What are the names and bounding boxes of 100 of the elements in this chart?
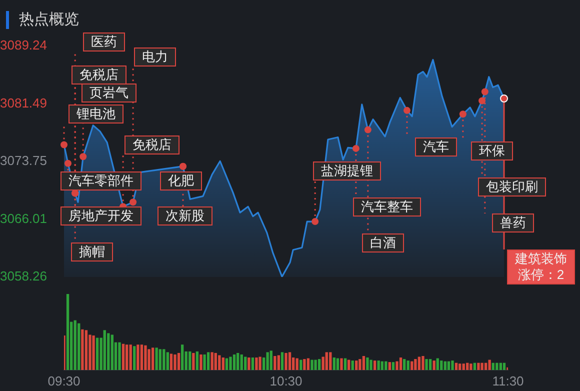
annotation: 医药 bbox=[91, 34, 117, 50]
bar bbox=[174, 354, 176, 370]
bar bbox=[296, 358, 298, 370]
bar bbox=[325, 352, 328, 370]
bar bbox=[136, 344, 140, 370]
annotation: 汽车 bbox=[423, 139, 449, 154]
bar bbox=[499, 362, 502, 370]
annotation: 摘帽 bbox=[79, 244, 105, 260]
annotation: 盐湖提锂 bbox=[321, 163, 373, 178]
bar bbox=[196, 351, 199, 370]
annotation: 汽车零部件 bbox=[68, 173, 134, 188]
bar bbox=[258, 356, 262, 370]
bar bbox=[436, 358, 439, 370]
bar bbox=[206, 352, 210, 370]
bar bbox=[410, 361, 414, 370]
bar bbox=[440, 360, 443, 370]
bar bbox=[214, 352, 217, 370]
bar bbox=[162, 349, 166, 370]
bar bbox=[488, 360, 491, 370]
bar bbox=[103, 330, 106, 370]
y-tick-label: 3073.75 bbox=[0, 153, 47, 168]
bar bbox=[236, 352, 240, 370]
bar bbox=[92, 335, 95, 370]
annotation: 页岩气 bbox=[90, 85, 128, 100]
bar bbox=[462, 364, 465, 370]
annotation: 化肥 bbox=[168, 173, 194, 188]
bar bbox=[170, 354, 173, 370]
bar bbox=[288, 352, 292, 370]
annotation: 免税店 bbox=[132, 137, 172, 152]
y-tick-label: 3058.26 bbox=[0, 268, 47, 284]
bar bbox=[200, 354, 202, 370]
bar bbox=[366, 358, 369, 370]
bar bbox=[244, 356, 247, 370]
bar bbox=[192, 352, 195, 370]
x-tick-label: 11:30 bbox=[492, 373, 524, 388]
annotation: 锂电池 bbox=[76, 106, 116, 122]
y-tick-label: 3081.49 bbox=[0, 95, 47, 110]
bar bbox=[274, 356, 276, 370]
bar bbox=[451, 360, 454, 370]
bar bbox=[222, 358, 225, 370]
bar bbox=[418, 356, 421, 370]
bar bbox=[396, 361, 398, 370]
bar bbox=[122, 344, 125, 370]
bar bbox=[347, 360, 350, 370]
bar bbox=[280, 352, 284, 370]
bar bbox=[392, 362, 395, 370]
bar bbox=[74, 320, 76, 370]
bar bbox=[447, 361, 450, 370]
bar bbox=[232, 354, 236, 370]
bar bbox=[125, 344, 128, 370]
bar bbox=[84, 330, 88, 370]
bar bbox=[255, 358, 258, 370]
bar bbox=[318, 359, 321, 370]
bar bbox=[477, 362, 480, 370]
bar bbox=[377, 360, 380, 370]
bar bbox=[466, 362, 469, 370]
bar bbox=[180, 344, 184, 370]
bar bbox=[428, 359, 432, 370]
bar bbox=[110, 334, 114, 370]
bar bbox=[225, 358, 228, 370]
annotation: 房地产开发 bbox=[68, 208, 134, 224]
bar bbox=[444, 361, 447, 370]
bar bbox=[300, 360, 302, 370]
bar bbox=[306, 358, 310, 370]
bar bbox=[406, 360, 410, 370]
bar bbox=[133, 346, 136, 370]
bar bbox=[270, 350, 272, 370]
x-tick-label: 10:30 bbox=[270, 373, 302, 388]
bar bbox=[66, 294, 70, 370]
bar bbox=[358, 359, 362, 370]
bar bbox=[370, 360, 372, 370]
annotation: 环保 bbox=[479, 143, 505, 158]
bar bbox=[78, 323, 80, 370]
bar bbox=[118, 342, 121, 370]
bar bbox=[310, 360, 314, 370]
bar bbox=[129, 344, 132, 370]
bar bbox=[248, 358, 250, 370]
bar bbox=[210, 352, 214, 370]
bar bbox=[402, 359, 406, 370]
bar bbox=[251, 358, 254, 370]
annotation: 电力 bbox=[142, 49, 168, 64]
annotation: 免税店 bbox=[80, 67, 118, 82]
bar bbox=[355, 360, 358, 370]
bar bbox=[496, 362, 498, 370]
bar bbox=[362, 356, 366, 370]
bar bbox=[166, 352, 170, 370]
bar bbox=[303, 359, 306, 370]
bar bbox=[473, 362, 476, 370]
bar bbox=[458, 364, 462, 370]
bar bbox=[314, 360, 317, 370]
y-tick-label: 3066.01 bbox=[0, 210, 47, 226]
chart-title: 热点概览 bbox=[19, 10, 79, 29]
bar bbox=[158, 349, 162, 370]
bar bbox=[203, 354, 206, 370]
annotation: 建筑装饰涨停：2 bbox=[514, 251, 567, 282]
bar bbox=[340, 358, 343, 370]
bar bbox=[422, 356, 424, 370]
annotation: 次新股 bbox=[166, 208, 204, 224]
bar bbox=[140, 344, 144, 370]
y-tick-label: 3089.24 bbox=[0, 38, 47, 53]
